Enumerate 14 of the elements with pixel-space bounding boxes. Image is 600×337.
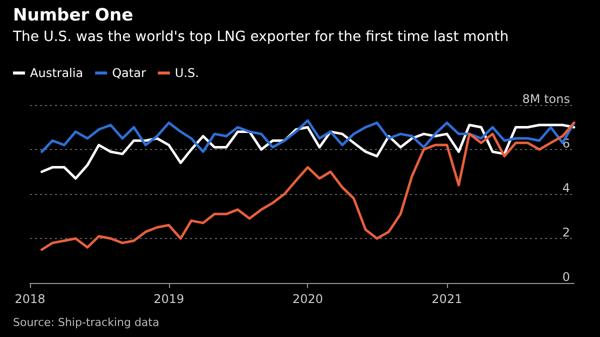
legend-label: U.S. — [174, 66, 199, 80]
x-tick-label: 2021 — [432, 292, 462, 306]
x-tick-label: 2020 — [292, 292, 323, 306]
y-tick-label: 4 — [562, 181, 570, 195]
legend-label: Qatar — [112, 66, 146, 80]
chart-subtitle: The U.S. was the world's top LNG exporter for the first time last month — [12, 29, 509, 45]
x-tick-label: 2018 — [14, 292, 46, 306]
source-note: Source: Ship-tracking data — [13, 316, 160, 329]
legend-label: Australia — [30, 66, 84, 80]
y-tick-label: 0 — [562, 270, 570, 284]
chart-title: Number One — [13, 6, 134, 26]
y-tick-label: 2 — [562, 226, 570, 240]
x-tick-label: 2019 — [154, 292, 184, 306]
y-tick-label: 8M tons — [522, 92, 570, 106]
